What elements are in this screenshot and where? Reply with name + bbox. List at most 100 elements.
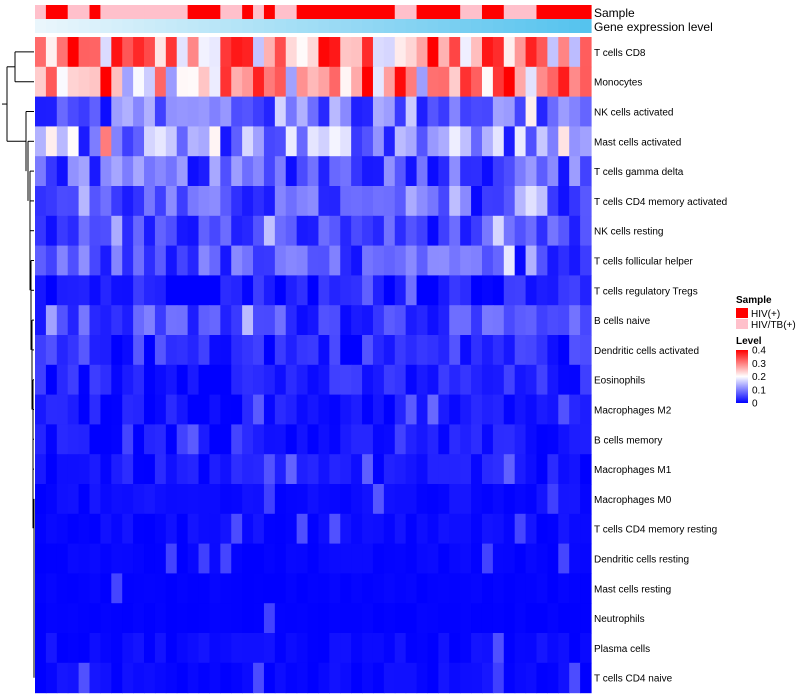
heatmap-cell: [362, 215, 374, 247]
heatmap-cell: [394, 245, 407, 276]
heatmap-cell: [569, 424, 581, 455]
heatmap-cell: [481, 37, 494, 68]
heatmap-cell: [383, 37, 396, 68]
heatmap-cell: [427, 275, 439, 306]
heatmap-cell: [187, 156, 200, 187]
heatmap-cell: [144, 394, 156, 425]
heatmap-cell: [492, 186, 505, 217]
heatmap-cell: [209, 275, 221, 306]
heatmap-cell: [449, 275, 461, 306]
heatmap-cell: [514, 603, 527, 634]
heatmap-cell: [122, 484, 134, 515]
heatmap-cell: [449, 335, 461, 366]
sample-cell: [514, 5, 527, 19]
heatmap-cell: [253, 394, 265, 425]
heatmap-cell: [56, 484, 69, 515]
heatmap-cell: [372, 126, 385, 157]
heatmap-cell: [285, 156, 298, 187]
heatmap-cell: [536, 37, 548, 68]
heatmap-cell: [220, 573, 232, 604]
heatmap-cell: [558, 305, 570, 336]
heatmap-cell: [133, 394, 145, 425]
heatmap-cell: [165, 454, 178, 485]
heatmap-cell: [242, 603, 254, 634]
heatmap-cell: [362, 424, 374, 455]
heatmap-cell: [100, 156, 112, 187]
heatmap-cell: [340, 543, 352, 574]
heatmap-cell: [351, 245, 363, 276]
heatmap-cell: [405, 633, 418, 664]
heatmap-cell: [111, 573, 123, 604]
heatmap-cell: [492, 126, 505, 157]
row-label: Mast cells activated: [594, 137, 681, 148]
heatmap-cell: [394, 633, 407, 664]
heatmap-cell: [220, 96, 232, 127]
heatmap-cell: [176, 484, 189, 515]
heatmap-cell: [307, 662, 320, 694]
heatmap-cell: [580, 364, 592, 396]
heatmap-cell: [460, 543, 472, 574]
heatmap-cell: [253, 215, 265, 247]
heatmap-cell: [394, 454, 407, 485]
heatmap-cell: [362, 454, 374, 485]
heatmap-cell: [296, 513, 309, 545]
heatmap-cell: [525, 603, 538, 634]
row-label: B cells naive: [594, 316, 651, 327]
heatmap-cell: [547, 66, 559, 98]
heatmap-cell: [263, 513, 276, 545]
heatmap-cell: [383, 603, 396, 634]
heatmap-cell: [569, 603, 581, 634]
level-legend-ticks: 0.4 0.3 0.2 0.1 0: [752, 346, 766, 410]
heatmap-cell: [89, 215, 102, 247]
heatmap-cell: [100, 96, 112, 127]
heatmap-cell: [307, 454, 320, 485]
heatmap-cell: [56, 543, 69, 574]
heatmap-cell: [318, 424, 330, 455]
heatmap-cell: [187, 484, 200, 515]
heatmap-cell: [394, 662, 407, 694]
heatmap-cell: [503, 275, 516, 306]
heatmap-cell: [307, 215, 320, 247]
heatmap-cell: [45, 633, 58, 664]
heatmap-cell: [372, 573, 385, 604]
heatmap-cell: [449, 156, 461, 187]
heatmap-cell: [536, 305, 548, 336]
heatmap-cell: [133, 96, 145, 127]
sample-legend-label-hiv: HIV(+): [751, 309, 780, 320]
expression-annotation-track: [35, 19, 592, 33]
heatmap-cell: [471, 513, 483, 545]
sample-cell: [198, 5, 211, 19]
sample-cell: [242, 5, 254, 19]
heatmap-cell: [35, 513, 47, 545]
heatmap-cell: [329, 275, 341, 306]
heatmap-cell: [35, 66, 47, 98]
heatmap-cell: [525, 513, 538, 545]
heatmap-cell: [154, 305, 167, 336]
heatmap-cell: [372, 662, 385, 694]
heatmap-cell: [111, 633, 123, 664]
heatmap-cell: [187, 543, 200, 574]
heatmap-cell: [78, 543, 91, 574]
heatmap-cell: [329, 543, 341, 574]
heatmap-cell: [45, 454, 58, 485]
sample-legend-swatch-hiv: [736, 308, 748, 318]
row-label: Eosinophils: [594, 376, 645, 387]
heatmap-cell: [67, 126, 80, 157]
heatmap-cell: [503, 573, 516, 604]
heatmap-cell: [449, 573, 461, 604]
heatmap-cell: [198, 66, 211, 98]
heatmap-cell: [45, 96, 58, 127]
heatmap-cell: [231, 513, 243, 545]
heatmap-cell: [481, 513, 494, 545]
heatmap-cell: [242, 394, 254, 425]
heatmap-cell: [427, 156, 439, 187]
row-label: T cells gamma delta: [594, 167, 684, 178]
heatmap-cell: [165, 662, 178, 694]
heatmap-cell: [198, 394, 211, 425]
heatmap-cell: [89, 37, 102, 68]
expression-cell: [394, 19, 407, 33]
heatmap-cell: [35, 454, 47, 485]
heatmap-cell: [558, 484, 570, 515]
heatmap-cell: [154, 66, 167, 98]
heatmap-cell: [78, 662, 91, 694]
